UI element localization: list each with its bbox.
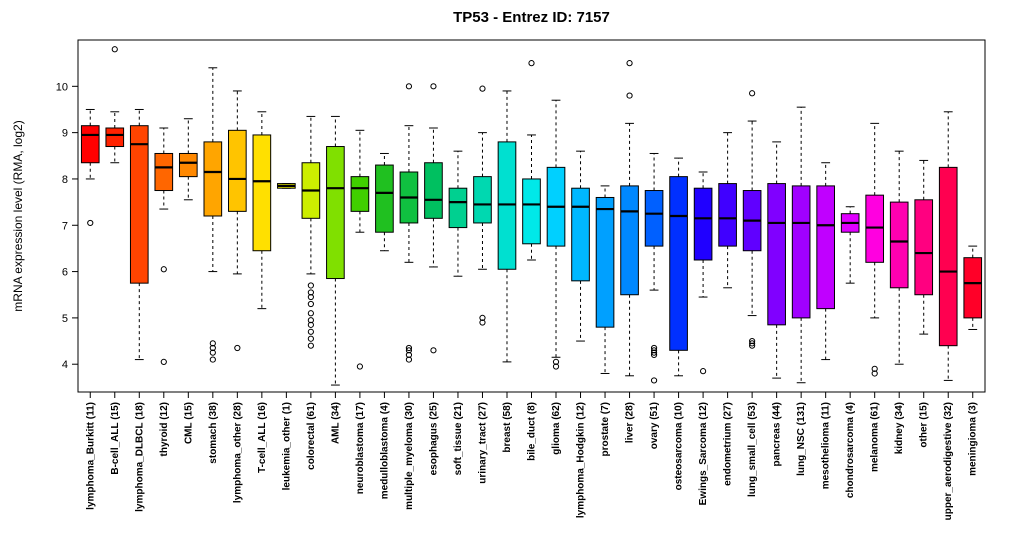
chart-svg: TP53 - Entrez ID: 7157 mRNA expression le… (0, 0, 1010, 548)
svg-text:5: 5 (62, 313, 68, 325)
box-28 (768, 142, 786, 378)
box-29 (792, 107, 810, 383)
category-label: other (15) (919, 402, 930, 448)
box-36 (964, 246, 982, 329)
box-26 (719, 133, 737, 288)
box-14 (425, 84, 443, 353)
svg-text:4: 4 (62, 359, 68, 371)
category-label: AML (34) (330, 402, 341, 444)
category-label: osteosarcoma (10) (674, 402, 685, 490)
box-8 (278, 184, 296, 189)
category-label: medulloblastoma (4) (379, 402, 390, 499)
box-19 (547, 100, 565, 369)
svg-text:9: 9 (62, 128, 68, 140)
category-label: endometrium (27) (723, 402, 734, 486)
box-32 (866, 123, 884, 376)
box-30 (817, 163, 835, 360)
box-3 (155, 128, 173, 364)
category-label: melanoma (61) (870, 402, 881, 472)
category-label: mesothelioma (11) (821, 402, 832, 489)
category-label: meningioma (3) (968, 402, 979, 476)
box-11 (351, 130, 369, 369)
box-13 (400, 84, 418, 362)
category-label: thyroid (12) (159, 402, 170, 456)
box-9 (302, 116, 320, 348)
svg-text:8: 8 (62, 174, 68, 186)
svg-text:mRNA expression level (RMA, lo: mRNA expression level (RMA, log2) (11, 120, 25, 311)
box-0 (81, 109, 99, 225)
box-16 (474, 86, 492, 325)
box-6 (229, 91, 247, 351)
box-21 (596, 186, 614, 374)
box-24 (670, 158, 688, 376)
category-label: prostate (7) (600, 402, 611, 456)
category-label: kidney (34) (894, 402, 905, 454)
category-label: lymphoma_other (28) (232, 402, 243, 503)
category-label: pancreas (44) (772, 402, 783, 466)
box-20 (572, 151, 590, 341)
category-label: chondrosarcoma (4) (845, 402, 856, 498)
svg-text:TP53 - Entrez ID: 7157: TP53 - Entrez ID: 7157 (453, 9, 610, 26)
category-label: ovary (51) (649, 402, 660, 449)
category-label: leukemia_other (1) (281, 402, 292, 490)
svg-text:6: 6 (62, 267, 68, 279)
category-label: T-cell_ALL (16) (257, 402, 268, 473)
box-34 (915, 160, 933, 334)
box-27 (743, 91, 761, 349)
category-label: liver (28) (625, 402, 636, 443)
box-12 (376, 153, 394, 250)
category-label: bile_duct (8) (527, 402, 538, 461)
box-4 (179, 119, 197, 200)
category-label: neuroblastoma (17) (355, 402, 366, 494)
svg-text:10: 10 (56, 81, 68, 93)
box-1 (106, 47, 124, 163)
category-label: urinary_tract (27) (477, 402, 488, 484)
box-35 (939, 112, 957, 381)
category-label: upper_aerodigestive (32) (943, 402, 954, 520)
box-10 (327, 116, 345, 385)
box-7 (253, 112, 271, 309)
box-31 (841, 207, 859, 283)
box-2 (130, 109, 148, 359)
box-17 (498, 91, 516, 362)
box-23 (645, 153, 663, 383)
category-label: soft_tissue (21) (453, 402, 464, 475)
category-label: B-cell_ALL (15) (110, 402, 121, 475)
box-5 (204, 68, 222, 362)
expression-boxplot: TP53 - Entrez ID: 7157 mRNA expression le… (0, 0, 1010, 548)
box-22 (621, 61, 639, 376)
box-25 (694, 172, 712, 374)
category-label: CML (15) (183, 402, 194, 444)
box-15 (449, 151, 467, 276)
category-label: Ewings_Sarcoma (12) (698, 402, 709, 505)
category-label: lung_NSC (131) (796, 402, 807, 476)
category-label: colorectal (61) (306, 402, 317, 470)
category-label: multiple_myeloma (30) (404, 402, 415, 510)
category-label: lymphoma_Burkitt (11) (85, 402, 96, 510)
category-label: glioma (62) (551, 402, 562, 455)
box-33 (890, 151, 908, 364)
category-label: lung_small_cell (53) (747, 402, 758, 497)
box-18 (523, 61, 541, 260)
category-label: esophagus (25) (428, 402, 439, 475)
category-label: stomach (38) (208, 402, 219, 464)
category-label: lymphoma_DLBCL (18) (134, 402, 145, 512)
svg-text:7: 7 (62, 220, 68, 232)
category-label: lymphoma_Hodgkin (12) (576, 402, 587, 518)
category-label: breast (58) (502, 402, 513, 453)
